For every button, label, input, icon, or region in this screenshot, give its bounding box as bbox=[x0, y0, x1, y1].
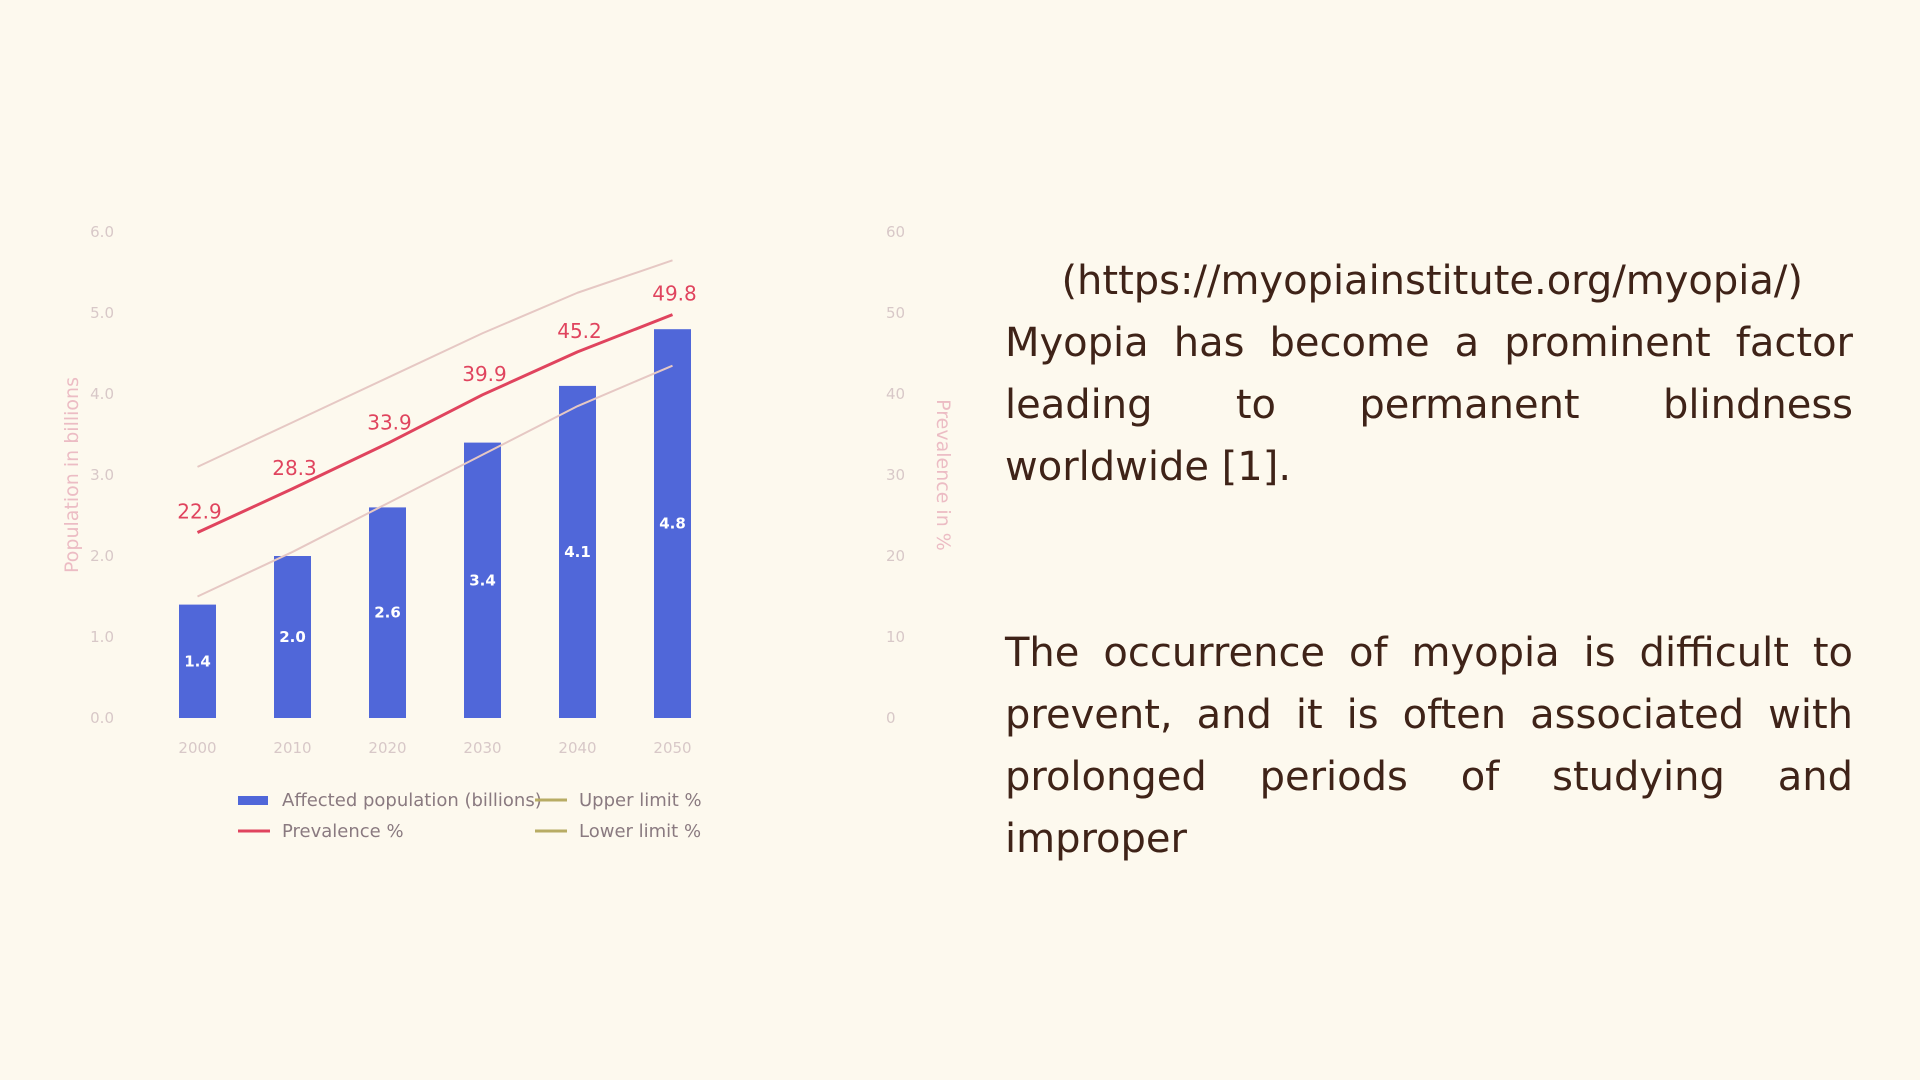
prevalence-value-label: 39.9 bbox=[462, 362, 507, 386]
y-tick-right: 40 bbox=[886, 385, 905, 403]
prevalence-value-label: 28.3 bbox=[272, 456, 317, 480]
bar-value-label: 4.8 bbox=[659, 515, 686, 533]
legend-label: Prevalence % bbox=[282, 821, 404, 842]
limit-line bbox=[197, 259, 673, 468]
x-tick: 2000 bbox=[178, 739, 216, 757]
bar-value-label: 2.0 bbox=[279, 628, 306, 646]
y-tick-right: 50 bbox=[886, 304, 905, 322]
paragraph-2: The occurrence of myopia is difficult to… bbox=[1005, 630, 1853, 862]
source-url[interactable]: (https://myopiainstitute.org/myopia/) bbox=[1061, 258, 1803, 304]
bar bbox=[559, 385, 596, 718]
y-tick-right: 30 bbox=[886, 466, 905, 484]
x-tick: 2050 bbox=[653, 739, 691, 757]
legend-label: Upper limit % bbox=[579, 790, 702, 811]
y-tick-left: 0.0 bbox=[90, 709, 114, 727]
bar bbox=[274, 556, 311, 718]
y-tick-left: 2.0 bbox=[90, 547, 114, 565]
text-panel: (https://myopiainstitute.org/myopia/) My… bbox=[1005, 250, 1853, 870]
prevalence-value-label: 33.9 bbox=[367, 410, 412, 434]
y-tick-right: 60 bbox=[886, 223, 905, 241]
y-tick-left: 6.0 bbox=[90, 223, 114, 241]
chart: 0.0 1.0 2.0 3.0 4.0 5.0 6.0 0 10 20 30 40 50 60 2000 20… bbox=[40, 200, 980, 860]
bar bbox=[464, 442, 501, 718]
paragraph-1: Myopia has become a prominent factor lea… bbox=[1005, 320, 1853, 490]
y-tick-left: 1.0 bbox=[90, 628, 114, 646]
bar bbox=[179, 604, 216, 718]
legend-label: Lower limit % bbox=[579, 821, 701, 842]
x-tick: 2020 bbox=[368, 739, 406, 757]
y-tick-left: 5.0 bbox=[90, 304, 114, 322]
bar-value-label: 3.4 bbox=[469, 571, 496, 589]
prevalence-line bbox=[196, 313, 674, 534]
y-tick-right: 0 bbox=[886, 709, 896, 727]
bar bbox=[654, 329, 691, 718]
legend-label: Affected population (billions) bbox=[282, 790, 542, 811]
y-tick-right: 20 bbox=[886, 547, 905, 565]
bar-value-label: 1.4 bbox=[184, 652, 211, 670]
y-tick-right: 10 bbox=[886, 628, 905, 646]
y-axis-title-left: Population in billions bbox=[61, 377, 83, 573]
prevalence-value-label: 49.8 bbox=[652, 282, 697, 306]
x-tick: 2030 bbox=[463, 739, 501, 757]
limit-line bbox=[197, 364, 673, 598]
bar-value-label: 2.6 bbox=[374, 604, 401, 622]
x-tick: 2010 bbox=[273, 739, 311, 757]
y-tick-left: 4.0 bbox=[90, 385, 114, 403]
prevalence-value-label: 22.9 bbox=[177, 500, 222, 524]
y-axis-title-right: Prevalence in % bbox=[932, 399, 954, 551]
bar-value-label: 4.1 bbox=[564, 543, 591, 561]
y-tick-left: 3.0 bbox=[90, 466, 114, 484]
legend-swatch-bar bbox=[238, 796, 268, 805]
bar bbox=[369, 507, 406, 718]
x-tick: 2040 bbox=[558, 739, 596, 757]
prevalence-value-label: 45.2 bbox=[557, 319, 602, 343]
